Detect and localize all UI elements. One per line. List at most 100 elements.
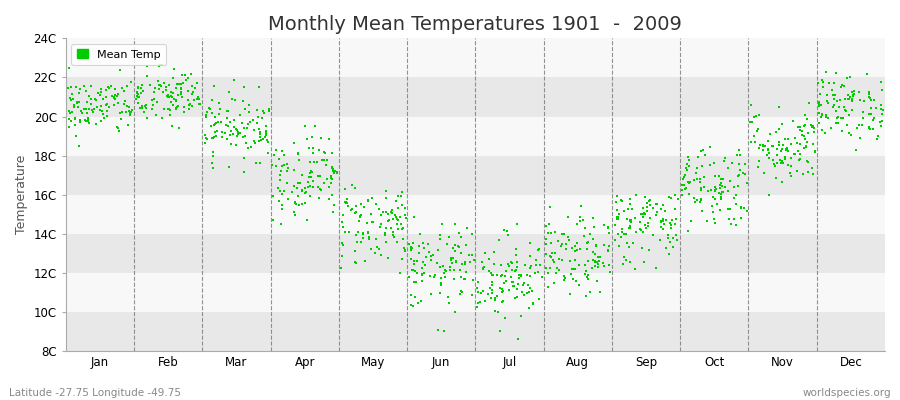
Point — [131, 91, 146, 98]
Point — [198, 112, 212, 118]
Point — [93, 107, 107, 114]
Point — [847, 90, 861, 97]
Point — [703, 144, 717, 150]
Point — [627, 265, 642, 272]
Point — [233, 130, 248, 136]
Point — [130, 95, 144, 102]
Point — [729, 192, 743, 198]
Point — [486, 248, 500, 255]
Point — [423, 273, 437, 279]
Point — [485, 272, 500, 278]
Point — [338, 186, 353, 192]
Point — [212, 106, 227, 113]
Text: Latitude -27.75 Longitude -49.75: Latitude -27.75 Longitude -49.75 — [9, 388, 181, 398]
Point — [157, 80, 171, 86]
Point — [715, 189, 729, 195]
Point — [269, 147, 284, 154]
Point — [513, 312, 527, 319]
Point — [454, 261, 469, 268]
Point — [372, 206, 386, 212]
Point — [272, 156, 286, 162]
Bar — [66, 234, 885, 273]
Point — [207, 134, 221, 140]
Point — [756, 142, 770, 149]
Point — [199, 134, 213, 141]
Point — [170, 104, 184, 110]
Point — [223, 132, 238, 138]
Point — [579, 292, 593, 299]
Point — [770, 160, 784, 166]
Point — [80, 114, 94, 121]
Point — [494, 272, 508, 278]
Point — [398, 212, 412, 218]
Point — [412, 243, 427, 250]
Point — [762, 131, 777, 137]
Point — [356, 231, 371, 238]
Point — [842, 112, 856, 118]
Point — [130, 94, 145, 100]
Point — [226, 130, 240, 137]
Point — [492, 285, 507, 291]
Point — [162, 81, 176, 88]
Point — [137, 108, 151, 115]
Point — [174, 80, 188, 87]
Point — [770, 152, 784, 159]
Point — [326, 209, 340, 215]
Point — [107, 102, 122, 108]
Point — [639, 225, 653, 231]
Point — [406, 266, 420, 273]
Point — [176, 72, 190, 78]
Point — [444, 257, 458, 264]
Point — [200, 109, 214, 115]
Point — [268, 163, 283, 170]
Point — [745, 119, 760, 126]
Point — [624, 225, 638, 231]
Point — [734, 205, 748, 212]
Point — [381, 255, 395, 261]
Point — [509, 293, 524, 300]
Point — [634, 211, 649, 217]
Point — [227, 77, 241, 83]
Point — [816, 84, 831, 90]
Point — [522, 284, 536, 291]
Point — [454, 274, 468, 280]
Bar — [66, 312, 885, 351]
Point — [147, 96, 161, 102]
Point — [317, 148, 331, 155]
Point — [325, 164, 339, 171]
Point — [705, 203, 719, 209]
Point — [717, 158, 732, 164]
Point — [266, 192, 280, 199]
Point — [528, 262, 543, 269]
Point — [555, 231, 570, 238]
Point — [731, 182, 745, 189]
Point — [184, 90, 199, 97]
Point — [729, 222, 743, 229]
Point — [807, 128, 822, 135]
Point — [227, 124, 241, 130]
Point — [513, 271, 527, 278]
Point — [313, 134, 328, 141]
Point — [492, 236, 507, 243]
Point — [76, 106, 91, 112]
Point — [84, 96, 98, 102]
Point — [659, 244, 673, 251]
Point — [270, 184, 284, 191]
Point — [581, 272, 596, 278]
Point — [88, 96, 103, 102]
Point — [723, 206, 737, 212]
Point — [646, 232, 661, 238]
Point — [99, 86, 113, 93]
Point — [649, 201, 663, 207]
Point — [793, 140, 807, 147]
Point — [800, 116, 814, 122]
Point — [458, 276, 473, 283]
Point — [111, 91, 125, 97]
Point — [257, 110, 272, 116]
Point — [623, 200, 637, 207]
Point — [60, 84, 75, 91]
Point — [824, 124, 838, 131]
Point — [815, 110, 830, 117]
Point — [874, 79, 888, 85]
Point — [383, 225, 398, 231]
